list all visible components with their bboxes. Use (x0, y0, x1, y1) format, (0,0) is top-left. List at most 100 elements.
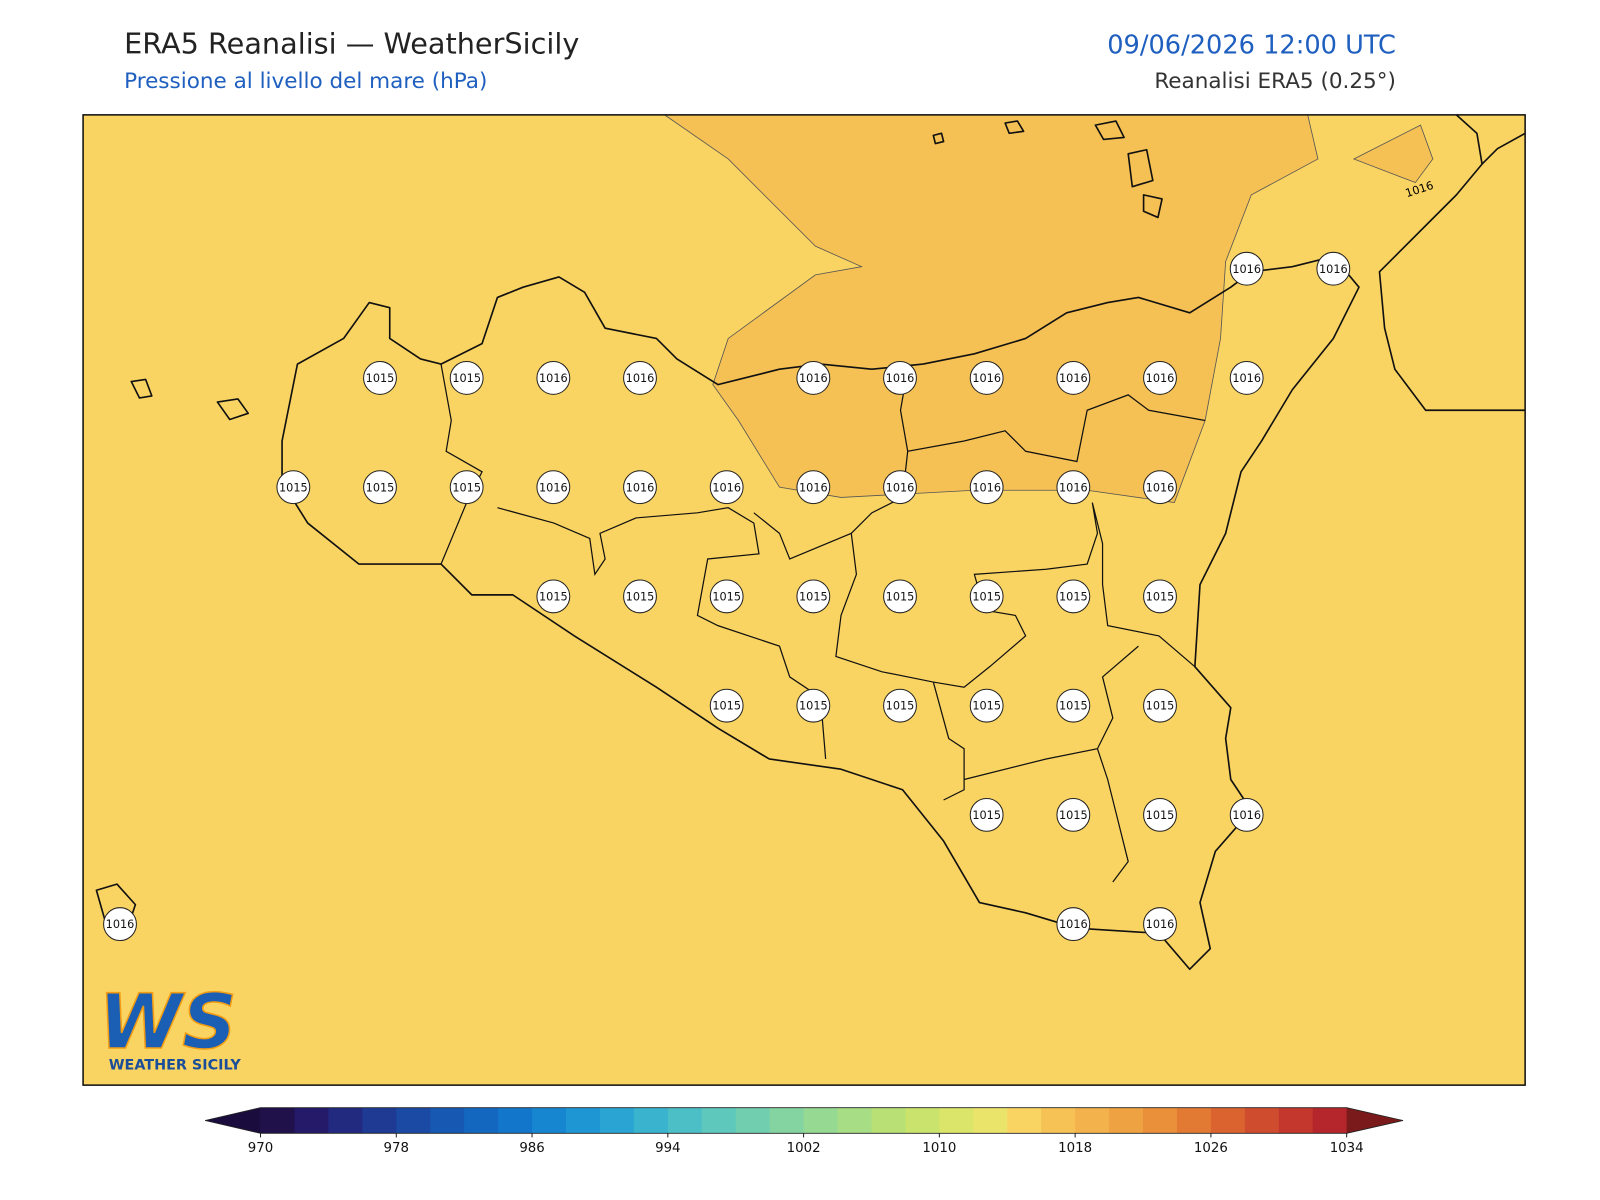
colorbar-tick-label: 1026 (1194, 1141, 1228, 1156)
station-value: 1016 (799, 481, 828, 494)
station-marker (796, 579, 831, 614)
colorbar-bin (1143, 1107, 1178, 1134)
colorbar-bin (464, 1107, 499, 1134)
colorbar-bin (1244, 1107, 1280, 1134)
station-marker (796, 688, 831, 723)
colorbar-bin (905, 1107, 940, 1134)
datetime: 09/06/2026 12:00 UTC (1107, 30, 1396, 60)
colorbar-tick-label: 1002 (787, 1141, 821, 1156)
colorbar-bin (1007, 1107, 1042, 1134)
colorbar-bin (1312, 1107, 1348, 1134)
station-marker (709, 579, 744, 614)
station-value: 1016 (626, 481, 655, 494)
station-value: 1015 (626, 591, 655, 604)
station-marker (969, 470, 1004, 505)
logo: WS (98, 978, 236, 1066)
colorbar-bin (1041, 1107, 1076, 1134)
colorbar-tick-label: 986 (519, 1141, 544, 1156)
colorbar-bin (328, 1107, 363, 1134)
title: ERA5 Reanalisi — WeatherSicily (124, 26, 579, 60)
colorbar-bin (430, 1107, 465, 1134)
station-marker (276, 470, 311, 505)
station-marker (623, 579, 657, 614)
station-value: 1016 (539, 372, 568, 385)
colorbar: 970 978 986 994 1002 1010 1018 1026 1034 (205, 1107, 1404, 1156)
station-marker (103, 907, 137, 942)
station-marker (709, 470, 744, 505)
colorbar-tick-label: 970 (248, 1141, 273, 1156)
colorbar-bin (498, 1107, 533, 1134)
station-marker (1056, 797, 1091, 832)
colorbar-bin (803, 1107, 839, 1134)
station-value: 1015 (799, 591, 828, 604)
station-value: 1015 (886, 700, 915, 713)
colorbar-tick-label: 1034 (1330, 1141, 1364, 1156)
station-value: 1015 (712, 700, 741, 713)
station-value: 1016 (1059, 372, 1088, 385)
colorbar-under (205, 1107, 261, 1134)
colorbar-bin (294, 1107, 329, 1134)
station-value: 1015 (366, 372, 395, 385)
station-marker (536, 361, 571, 395)
station-marker (796, 361, 831, 395)
station-marker (709, 688, 744, 723)
station-marker (1143, 797, 1177, 832)
colorbar-bin (633, 1107, 669, 1134)
station-marker (1229, 797, 1264, 832)
colorbar-bin (701, 1107, 737, 1134)
station-marker (883, 361, 917, 395)
colorbar-bin (1075, 1107, 1110, 1134)
calabria-coast (1378, 114, 1526, 412)
colorbar-bin (532, 1107, 567, 1134)
station-value: 1015 (452, 372, 481, 385)
station-marker (1143, 579, 1177, 614)
colorbar-bin (667, 1107, 703, 1134)
source: Reanalisi ERA5 (0.25°) (1154, 69, 1396, 94)
colorbar-bin (260, 1107, 295, 1134)
station-value: 1015 (972, 591, 1001, 604)
station-value: 1016 (799, 372, 828, 385)
station-value: 1016 (972, 481, 1001, 494)
colorbar-bin (1176, 1107, 1212, 1134)
subtitle: Pressione al livello del mare (hPa) (124, 69, 487, 94)
station-value: 1015 (1059, 700, 1088, 713)
station-value: 1015 (366, 481, 395, 494)
station-marker (449, 361, 484, 395)
station-value: 1015 (1059, 809, 1088, 822)
station-value: 1016 (1059, 918, 1088, 931)
station-value: 1015 (1059, 591, 1088, 604)
station-value: 1015 (712, 591, 741, 604)
station-marker (1229, 361, 1264, 395)
station-marker (1056, 907, 1091, 942)
colorbar-bin (769, 1107, 805, 1134)
colorbar-bin (396, 1107, 431, 1134)
station-value: 1015 (539, 591, 568, 604)
station-marker (969, 361, 1004, 395)
station-value: 1016 (1146, 481, 1175, 494)
station-marker (1143, 688, 1177, 723)
station-value: 1016 (1146, 372, 1175, 385)
colorbar-tick-label: 1010 (922, 1141, 956, 1156)
station-marker (883, 470, 917, 505)
station-marker (796, 470, 831, 505)
sicily-coast (281, 255, 1360, 971)
station-value: 1016 (886, 481, 915, 494)
station-marker (1143, 907, 1177, 942)
station-value: 1016 (1232, 372, 1261, 385)
colorbar-bin (1109, 1107, 1144, 1134)
station-value: 1016 (106, 918, 135, 931)
colorbar-tick-label: 1018 (1058, 1141, 1092, 1156)
station-value: 1016 (1146, 918, 1175, 931)
colorbar-over (1346, 1107, 1404, 1134)
station-marker (969, 579, 1004, 614)
station-value: 1016 (626, 372, 655, 385)
station-marker (536, 470, 571, 505)
station-value: 1015 (1146, 809, 1175, 822)
colorbar-bin (362, 1107, 397, 1134)
station-value: 1015 (1146, 700, 1175, 713)
colorbar-bin (939, 1107, 974, 1134)
map: 1016 1016 1016 1015 1015 1016 1016 1016 1016 101… (83, 114, 1526, 1086)
station-value: 1016 (972, 372, 1001, 385)
islands (95, 120, 1163, 931)
station-marker (969, 688, 1004, 723)
